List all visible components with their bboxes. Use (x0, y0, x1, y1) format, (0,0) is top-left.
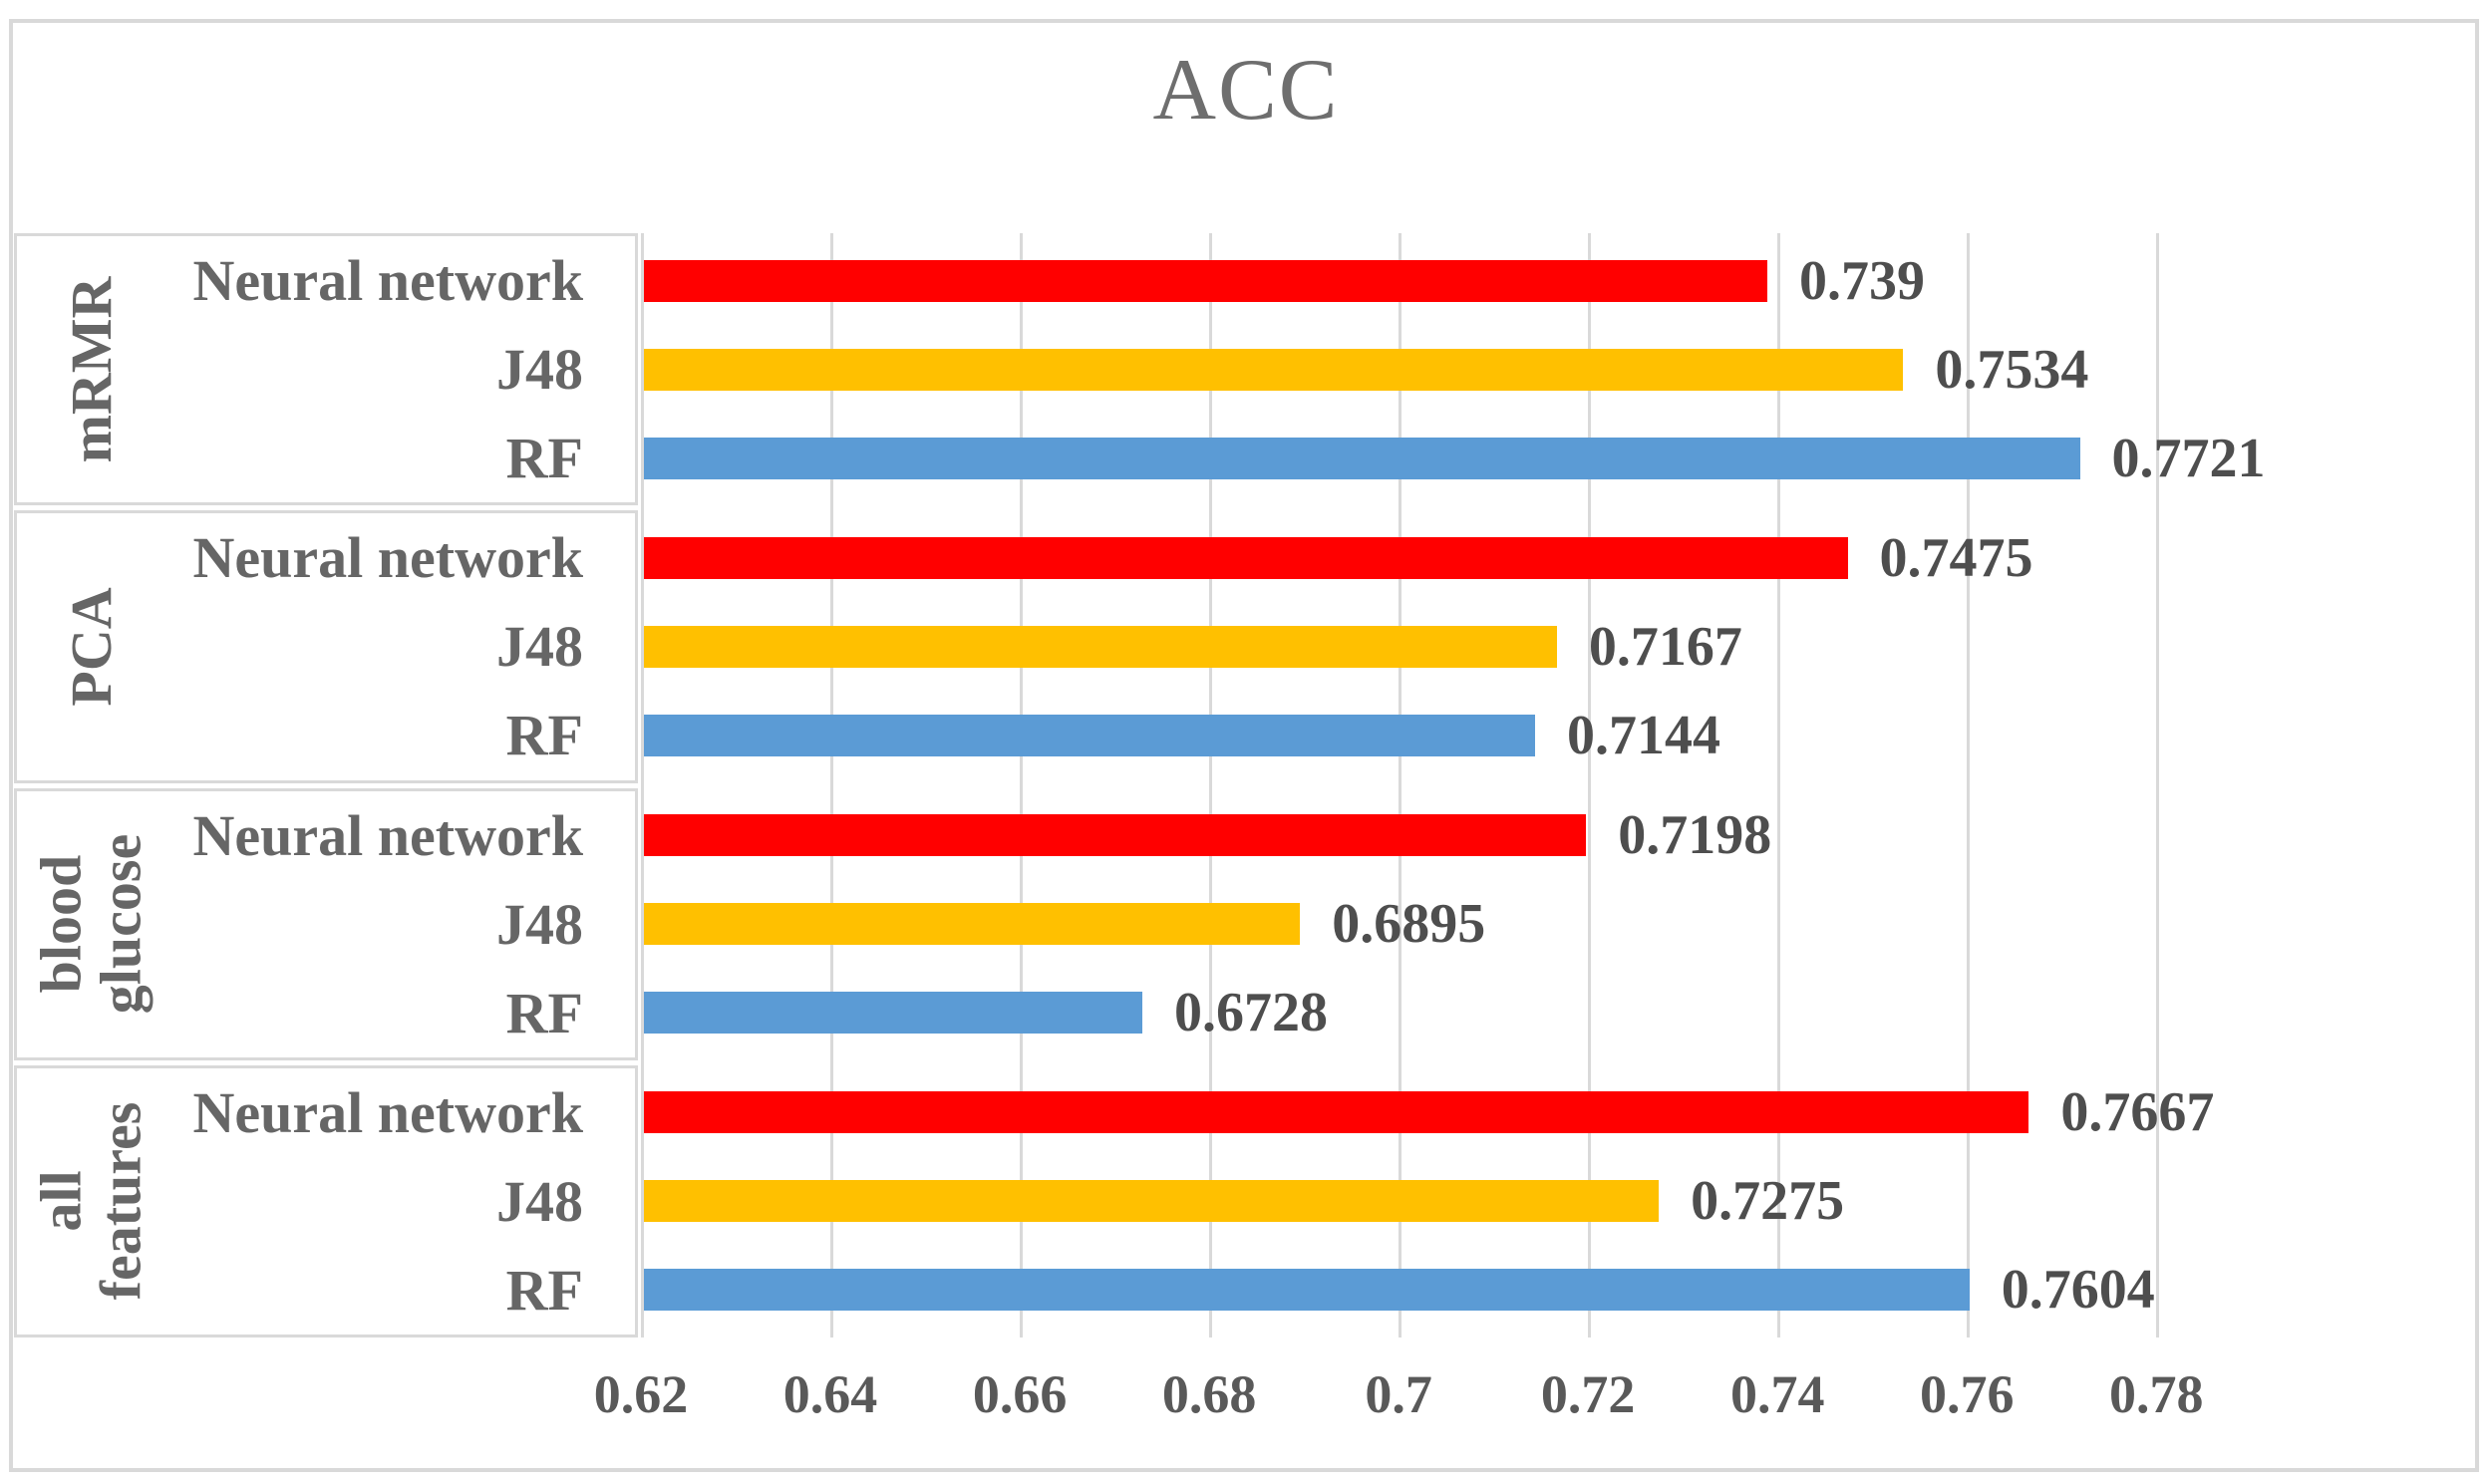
plot-group-blood-glucose: 0.7198 0.6895 0.6728 (641, 788, 2480, 1060)
value-label-j48-all-features: 0.7275 (1691, 1170, 1845, 1233)
category-label-pca: PCA (58, 587, 124, 707)
series-labels-blood-glucose: Neural network J48 RF (166, 791, 635, 1057)
series-label-neural-network-mrmr: Neural network (192, 248, 583, 314)
x-tick-label-0-64: 0.64 (782, 1364, 878, 1424)
series-label-rf-blood-glucose: RF (505, 980, 583, 1045)
bar-j48-blood-glucose (644, 903, 1301, 946)
gridline-0-7 (1399, 233, 1402, 1337)
value-label-rf-mrmr: 0.7721 (2111, 427, 2266, 489)
category-group-pca: PCA Neural network J48 RF (14, 510, 638, 783)
series-label-neural-network-all-features: Neural network (192, 1079, 583, 1145)
category-label-wrap-blood-glucose: blood glucose (17, 791, 166, 1057)
x-tick-label-0-74: 0.74 (1729, 1364, 1825, 1424)
x-axis: 0.62 0.64 0.66 0.68 0.7 0.72 0.74 0.76 0.78 (594, 1363, 2480, 1453)
series-label-rf-all-features: RF (505, 1257, 583, 1323)
bar-j48-mrmr (644, 348, 1904, 391)
bar-row-j48-all-features: 0.7275 (644, 1157, 2477, 1246)
bar-row-j48-mrmr: 0.7534 (644, 325, 2477, 414)
series-labels-all-features: Neural network J48 RF (166, 1068, 635, 1335)
value-label-neural-network-all-features: 0.7667 (2060, 1081, 2215, 1144)
gridline-0-78 (2156, 233, 2160, 1337)
value-label-neural-network-mrmr: 0.739 (1799, 249, 1926, 312)
gridlines-layer (641, 233, 2480, 1337)
value-label-j48-blood-glucose: 0.6895 (1332, 893, 1486, 956)
bar-j48-pca (644, 625, 1557, 668)
value-label-neural-network-blood-glucose: 0.7198 (1618, 804, 1772, 867)
bar-neural-network-all-features (644, 1091, 2029, 1134)
value-label-neural-network-pca: 0.7475 (1879, 526, 2033, 589)
category-label-mrmr: mRMR (58, 276, 124, 463)
x-tick-label-0-7: 0.7 (1365, 1364, 1432, 1424)
category-label-blood-glucose: blood glucose (28, 833, 154, 1015)
bar-row-neural-network-pca: 0.7475 (644, 513, 2477, 602)
gridline-0-76 (1967, 233, 1971, 1337)
series-label-neural-network-pca: Neural network (192, 525, 583, 591)
bars-layer: 0.739 0.7534 0.7721 0.7475 0.7167 0.7144 0.719… (641, 233, 2480, 1337)
x-tick-label-0-72: 0.72 (1540, 1364, 1636, 1424)
x-tick-label-0-62: 0.62 (593, 1364, 689, 1424)
plot-group-mrmr: 0.739 0.7534 0.7721 (641, 233, 2480, 505)
plot-area: 0.739 0.7534 0.7721 0.7475 0.7167 0.7144 0.719… (641, 233, 2480, 1337)
bar-neural-network-blood-glucose (644, 814, 1587, 857)
series-labels-mrmr: Neural network J48 RF (166, 236, 635, 502)
category-group-blood-glucose: blood glucose Neural network J48 RF (14, 787, 638, 1060)
bar-neural-network-mrmr (644, 259, 1768, 302)
value-label-rf-all-features: 0.7604 (2001, 1259, 2155, 1322)
bar-neural-network-pca (644, 536, 1848, 579)
bar-row-rf-pca: 0.7144 (644, 691, 2477, 779)
gridline-0-66 (1020, 233, 1024, 1337)
gridline-0-72 (1588, 233, 1592, 1337)
category-label-wrap-pca: PCA (17, 513, 166, 779)
category-label-wrap-all-features: all features (17, 1068, 166, 1335)
category-group-mrmr: mRMR Neural network J48 RF (14, 233, 638, 506)
series-labels-pca: Neural network J48 RF (166, 513, 635, 779)
plot-group-pca: 0.7475 0.7167 0.7144 (641, 510, 2480, 782)
bar-rf-mrmr (644, 437, 2080, 479)
series-label-j48-mrmr: J48 (496, 337, 583, 403)
bar-rf-pca (644, 714, 1536, 756)
bar-row-j48-blood-glucose: 0.6895 (644, 880, 2477, 969)
gridline-0-64 (830, 233, 834, 1337)
x-tick-label-0-66: 0.66 (972, 1364, 1068, 1424)
bar-rf-blood-glucose (644, 992, 1143, 1035)
x-tick-label-0-78: 0.78 (2109, 1364, 2204, 1424)
category-label-wrap-mrmr: mRMR (17, 236, 166, 502)
bar-rf-all-features (644, 1269, 1970, 1312)
series-label-j48-all-features: J48 (496, 1168, 583, 1234)
chart-title: ACC (1152, 42, 1340, 139)
gridline-0-62 (641, 233, 644, 1337)
bar-row-neural-network-blood-glucose: 0.7198 (644, 791, 2477, 880)
bar-row-rf-all-features: 0.7604 (644, 1246, 2477, 1335)
series-label-neural-network-blood-glucose: Neural network (192, 802, 583, 868)
series-label-rf-pca: RF (505, 703, 583, 768)
value-label-rf-blood-glucose: 0.6728 (1174, 982, 1329, 1044)
series-label-j48-pca: J48 (496, 614, 583, 680)
bar-row-rf-blood-glucose: 0.6728 (644, 969, 2477, 1057)
category-label-all-features: all features (28, 1102, 154, 1301)
gridline-0-68 (1209, 233, 1213, 1337)
category-labels-column: mRMR Neural network J48 RF PCA Neural network… (14, 233, 638, 1337)
bar-j48-all-features (644, 1180, 1660, 1223)
category-group-all-features: all features Neural network J48 RF (14, 1064, 638, 1337)
series-label-j48-blood-glucose: J48 (496, 891, 583, 957)
x-tick-label-0-68: 0.68 (1161, 1364, 1257, 1424)
value-label-j48-mrmr: 0.7534 (1935, 338, 2089, 401)
value-label-rf-pca: 0.7144 (1567, 704, 1721, 766)
x-tick-label-0-76: 0.76 (1919, 1364, 2015, 1424)
series-label-rf-mrmr: RF (505, 426, 583, 491)
bar-row-neural-network-mrmr: 0.739 (644, 236, 2477, 325)
plot-group-all-features: 0.7667 0.7275 0.7604 (641, 1065, 2480, 1337)
bar-row-j48-pca: 0.7167 (644, 602, 2477, 691)
gridline-0-74 (1777, 233, 1781, 1337)
bar-row-neural-network-all-features: 0.7667 (644, 1068, 2477, 1157)
bar-row-rf-mrmr: 0.7721 (644, 414, 2477, 502)
value-label-j48-pca: 0.7167 (1588, 615, 1742, 678)
